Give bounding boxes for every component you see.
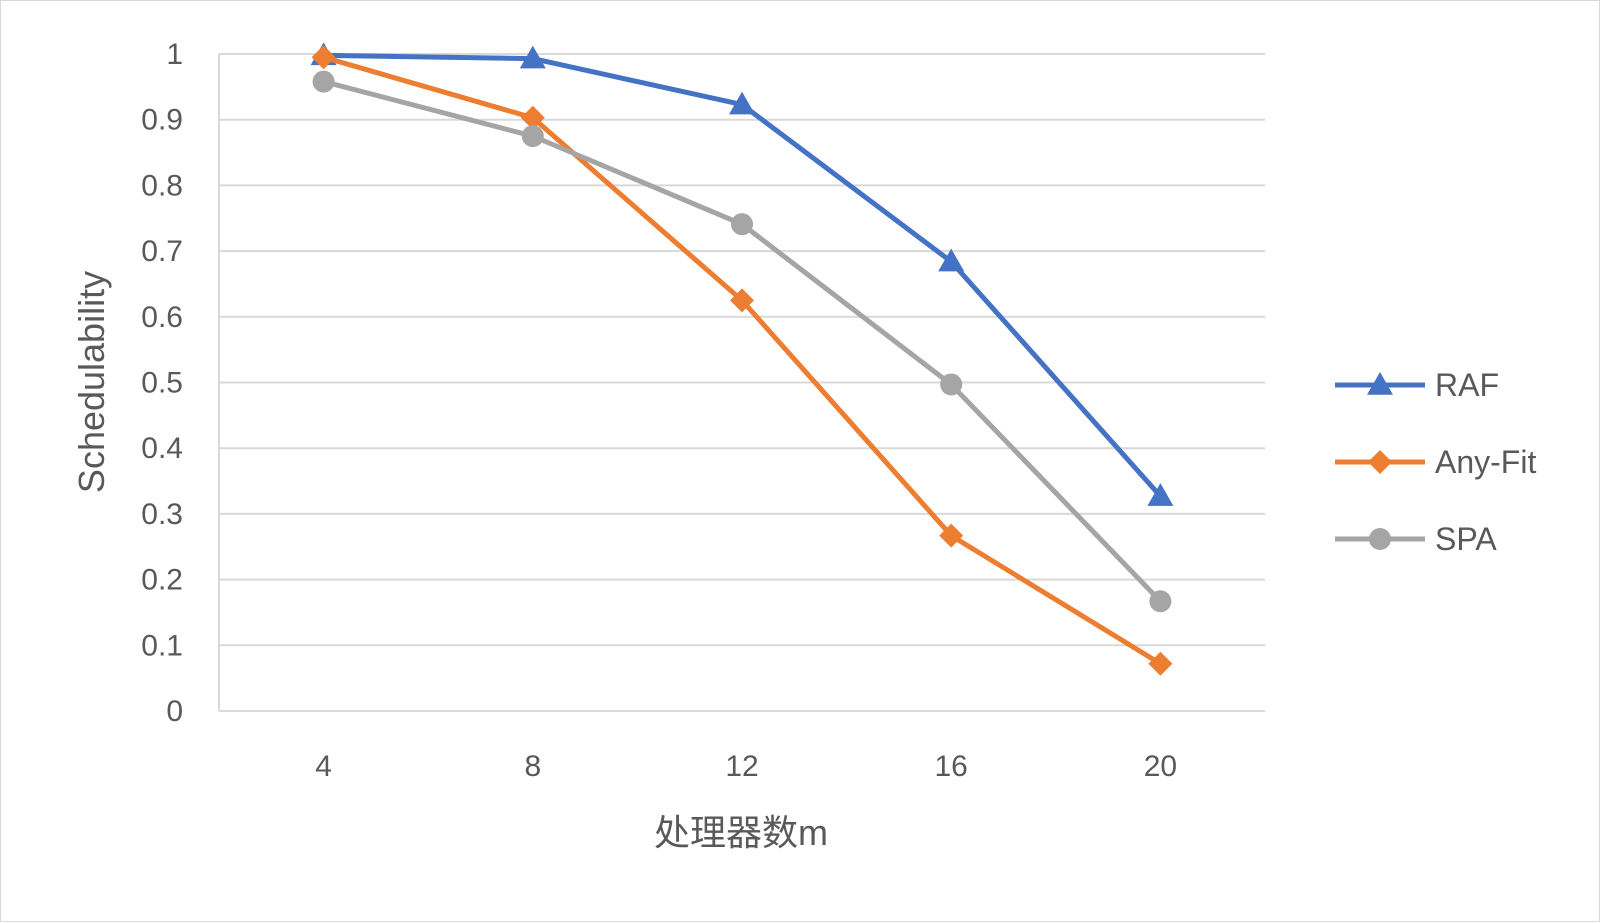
data-point-marker: [1149, 590, 1172, 613]
y-tick-label: 1: [166, 38, 183, 71]
x-tick-label: 12: [725, 750, 758, 783]
data-point-marker: [519, 45, 546, 69]
legend-marker: [1368, 450, 1392, 474]
legend-item: RAF: [1335, 367, 1499, 403]
x-tick-label: 8: [524, 750, 541, 783]
data-point-marker: [1147, 483, 1174, 506]
series-any-fit: [311, 45, 1173, 676]
y-tick-label: 0.5: [141, 367, 183, 400]
y-tick-label: 0.8: [141, 169, 183, 202]
data-point-marker: [312, 70, 335, 93]
data-point-marker: [940, 373, 963, 396]
x-tick-label: 16: [935, 750, 968, 783]
legend: RAF Any-Fit SPA: [1335, 367, 1536, 557]
x-tick-label: 4: [315, 750, 332, 783]
y-tick-label: 0.9: [141, 104, 183, 137]
data-point-marker: [521, 125, 544, 148]
series-line: [322, 54, 1162, 666]
series-line: [323, 52, 1163, 498]
y-tick-label: 0.3: [141, 498, 183, 531]
x-axis-title: 处理器数m: [654, 812, 828, 853]
legend-marker: [1367, 372, 1393, 395]
y-tick-label: 0.1: [141, 629, 183, 662]
series-lines: [310, 42, 1174, 676]
legend-label: Any-Fit: [1435, 444, 1536, 480]
y-tick-label: 0.6: [141, 301, 183, 334]
data-point-marker: [731, 213, 753, 236]
y-tick-label: 0: [166, 695, 183, 728]
y-axis-title: Schedulability: [71, 271, 112, 493]
legend-label: SPA: [1435, 521, 1497, 557]
legend-item: Any-Fit: [1335, 444, 1536, 480]
legend-label: RAF: [1435, 367, 1499, 403]
data-point-marker: [938, 248, 965, 272]
data-point-marker: [1148, 651, 1173, 676]
y-tick-labels: 0 0.1 0.2 0.3 0.4 0.5 0.6 0.7 0.8 0.9 1: [141, 38, 183, 728]
y-tick-label: 0.7: [141, 235, 183, 268]
gridlines: [218, 53, 1265, 712]
x-tick-labels: 4 8 12 16 20: [315, 750, 1177, 783]
y-tick-label: 0.4: [141, 432, 183, 465]
series-spa: [312, 70, 1172, 613]
data-point-marker: [939, 523, 964, 548]
data-point-marker: [311, 45, 336, 70]
legend-item: SPA: [1335, 521, 1497, 557]
legend-marker: [1369, 528, 1391, 550]
data-point-marker: [729, 91, 755, 115]
y-tick-label: 0.2: [141, 564, 183, 597]
x-tick-label: 20: [1144, 750, 1177, 783]
data-point-marker: [730, 288, 754, 313]
series-line: [322, 79, 1163, 604]
data-point-marker: [520, 105, 545, 130]
